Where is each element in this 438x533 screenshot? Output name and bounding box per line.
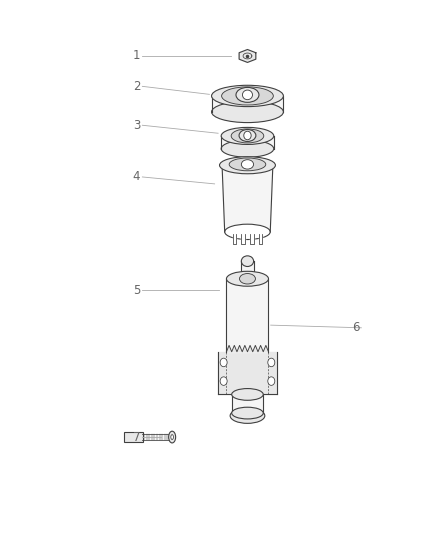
Polygon shape [241,235,245,244]
Text: 4: 4 [133,171,140,183]
Ellipse shape [241,256,254,266]
Text: 6: 6 [352,321,359,334]
Ellipse shape [221,140,274,157]
Polygon shape [221,136,274,149]
Ellipse shape [241,160,254,169]
Ellipse shape [231,129,264,143]
Polygon shape [212,96,283,112]
Polygon shape [232,394,263,413]
Ellipse shape [236,87,259,102]
Ellipse shape [229,158,266,171]
Circle shape [268,358,275,367]
Ellipse shape [212,85,283,107]
Polygon shape [239,50,256,62]
Polygon shape [226,345,268,352]
Text: 2: 2 [133,80,140,93]
Ellipse shape [244,131,251,140]
Polygon shape [233,235,236,244]
Ellipse shape [243,90,252,100]
Circle shape [268,377,275,385]
Ellipse shape [232,407,263,419]
Polygon shape [222,165,273,232]
Ellipse shape [221,127,274,144]
Polygon shape [226,279,268,352]
Circle shape [220,358,227,367]
Ellipse shape [219,157,276,174]
Ellipse shape [225,224,270,239]
Ellipse shape [232,389,263,400]
Ellipse shape [212,101,283,123]
Polygon shape [142,434,169,440]
Polygon shape [218,352,277,394]
Ellipse shape [169,431,176,443]
Ellipse shape [240,273,255,284]
Ellipse shape [230,408,265,423]
Polygon shape [250,235,254,244]
Ellipse shape [239,130,256,141]
Polygon shape [241,261,254,279]
Polygon shape [259,235,262,244]
Text: 7: 7 [133,431,140,443]
FancyBboxPatch shape [124,432,143,442]
Text: 1: 1 [133,50,140,62]
Ellipse shape [222,87,273,105]
Text: 5: 5 [133,284,140,297]
Circle shape [220,377,227,385]
Ellipse shape [226,271,268,286]
Ellipse shape [171,435,173,439]
Text: 3: 3 [133,119,140,132]
